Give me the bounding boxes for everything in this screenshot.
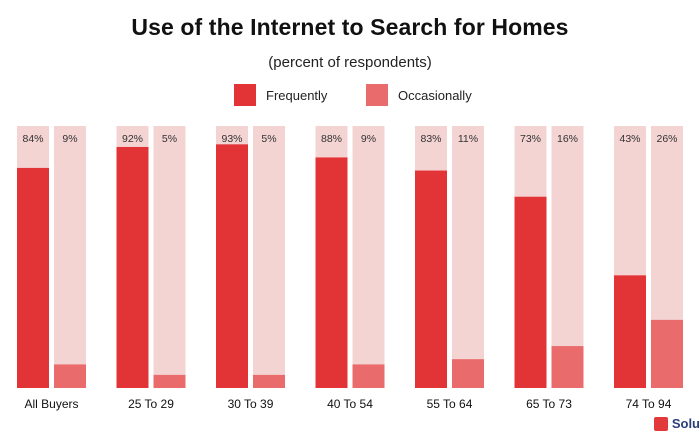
category-label-1: All Buyers (24, 397, 78, 411)
data-label-frequently-5: 83% (420, 133, 441, 145)
category-label-5: 55 To 64 (427, 397, 473, 411)
data-label-occasionally-1: 9% (62, 133, 77, 145)
data-label-frequently-6: 73% (520, 133, 541, 145)
category-label-7: 74 To 94 (626, 397, 672, 411)
legend-swatch-frequently (234, 84, 256, 106)
bar-occasionally-7 (651, 319, 683, 388)
bar-frequently-6 (514, 196, 547, 388)
bar-occasionally-6 (551, 346, 584, 388)
bar-background-occasionally-4 (352, 126, 385, 388)
brand-text: Solu (671, 416, 700, 431)
legend-label-frequently: Frequently (266, 87, 328, 103)
category-label-2: 25 To 29 (128, 397, 174, 411)
data-label-frequently-1: 84% (22, 133, 43, 145)
bar-background-occasionally-6 (551, 126, 584, 388)
bar-background-occasionally-3 (253, 126, 285, 388)
data-label-occasionally-5: 11% (458, 133, 478, 145)
bar-occasionally-5 (452, 359, 484, 388)
bar-frequently-7 (614, 275, 646, 388)
bar-occasionally-2 (153, 374, 186, 388)
bar-background-occasionally-2 (153, 126, 186, 388)
data-label-frequently-4: 88% (321, 133, 342, 145)
data-label-occasionally-4: 9% (361, 133, 376, 145)
bar-background-occasionally-1 (54, 126, 86, 388)
chart-title: Use of the Internet to Search for Homes (131, 14, 569, 40)
bar-frequently-3 (216, 144, 248, 388)
data-label-occasionally-3: 5% (261, 133, 276, 145)
bar-occasionally-3 (253, 374, 285, 388)
data-label-occasionally-7: 26% (656, 133, 677, 145)
data-label-frequently-3: 93% (221, 133, 242, 145)
bar-frequently-4 (315, 157, 348, 388)
bar-frequently-5 (415, 170, 447, 388)
legend-label-occasionally: Occasionally (398, 87, 472, 103)
chart-legend: Frequently Occasionally (0, 84, 700, 106)
data-label-occasionally-2: 5% (162, 133, 177, 145)
data-label-occasionally-6: 16% (557, 133, 578, 145)
chart-subtitle: (percent of respondents) (268, 54, 432, 71)
bar-frequently-2 (116, 146, 149, 388)
bar-occasionally-4 (352, 364, 385, 388)
legend-swatch-occasionally (366, 84, 388, 106)
brand-icon (653, 416, 668, 431)
brand-logo: Solu (653, 416, 700, 431)
data-label-frequently-7: 43% (619, 133, 640, 145)
category-label-4: 40 To 54 (327, 397, 373, 411)
bar-frequently-1 (17, 167, 49, 388)
legend-item-occasionally: Occasionally (366, 84, 472, 106)
data-label-frequently-2: 92% (122, 133, 143, 145)
category-label-6: 65 To 73 (526, 397, 572, 411)
category-label-3: 30 To 39 (228, 397, 274, 411)
bar-occasionally-1 (54, 364, 86, 388)
legend-item-frequently: Frequently (234, 84, 327, 106)
bar-background-occasionally-5 (452, 126, 484, 388)
